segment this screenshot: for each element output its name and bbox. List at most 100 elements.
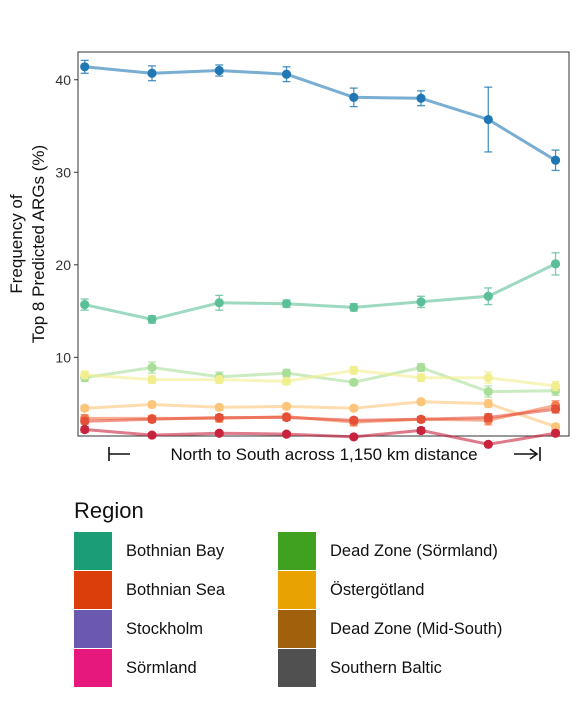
- series-line: [84, 368, 556, 388]
- data-point: [281, 376, 292, 387]
- data-point: [214, 428, 224, 438]
- legend-swatch: [278, 649, 316, 687]
- arrow-head: [529, 448, 539, 460]
- series-2: [80, 252, 561, 325]
- data-point: [147, 414, 157, 424]
- legend-label: Östergötland: [330, 580, 425, 599]
- data-point: [349, 92, 359, 102]
- data-point: [416, 373, 426, 383]
- x-axis-title: North to South across 1,150 km distance: [170, 445, 477, 464]
- y-axis: 10 20 30 40: [55, 72, 78, 365]
- legend-label: Southern Baltic: [330, 658, 442, 677]
- series-layer: [80, 59, 561, 449]
- data-point: [80, 300, 90, 310]
- data-point: [349, 415, 359, 425]
- data-point: [281, 412, 292, 423]
- data-point: [147, 68, 157, 78]
- series-line: [84, 407, 556, 423]
- data-point: [483, 399, 493, 409]
- legend-item-stockholm: Stockholm: [74, 610, 278, 648]
- legend-item-dead-zone-sormland: Dead Zone (Sörmland): [278, 532, 558, 570]
- data-point: [550, 428, 561, 438]
- data-point: [80, 403, 90, 413]
- series-7: [80, 404, 561, 426]
- data-point: [483, 373, 493, 383]
- series-4: [80, 365, 561, 392]
- data-point: [214, 374, 224, 385]
- data-point: [483, 412, 493, 423]
- series-line: [84, 400, 556, 429]
- data-point: [80, 62, 90, 72]
- data-point: [281, 429, 292, 439]
- legend-label: Bothnian Bay: [126, 541, 225, 560]
- data-point: [80, 416, 90, 426]
- legend-swatch: [74, 532, 112, 570]
- legend-swatch: [278, 532, 316, 570]
- legend-swatch: [278, 610, 316, 648]
- data-point: [416, 93, 426, 103]
- series-line: [84, 65, 557, 162]
- data-point: [147, 362, 157, 373]
- legend-label: Stockholm: [126, 619, 204, 638]
- data-point: [214, 298, 224, 308]
- legend-swatch: [74, 649, 112, 687]
- legend-item-ostergotland: Östergötland: [278, 571, 558, 609]
- legend-swatch: [278, 571, 316, 609]
- data-point: [80, 424, 90, 435]
- legend-grid: Bothnian Bay Dead Zone (Sörmland) Bothni…: [74, 532, 564, 687]
- data-point: [550, 404, 561, 414]
- data-point: [214, 412, 224, 423]
- y-axis-title-line1: Frequency of: [7, 194, 26, 293]
- y-axis-title-line2: Top 8 Predicted ARGs (%): [29, 145, 48, 343]
- data-point: [416, 397, 426, 407]
- data-point: [349, 377, 359, 387]
- data-point: [147, 314, 157, 325]
- data-point: [416, 297, 426, 307]
- series-line: [84, 262, 557, 321]
- legend-item-sormland: Sörmland: [74, 649, 278, 687]
- y-tick-label: 20: [55, 257, 71, 273]
- x-axis-arrow: North to South across 1,150 km distance: [108, 445, 541, 464]
- data-point: [416, 362, 426, 373]
- legend-swatch: [74, 571, 112, 609]
- y-tick-label: 30: [55, 164, 71, 180]
- series-8: [80, 424, 561, 449]
- legend-item-southern-baltic: Southern Baltic: [278, 649, 558, 687]
- line-chart: 10 20 30 40 Frequency of Top 8 Predicted AR…: [7, 51, 570, 464]
- legend-title: Region: [74, 498, 144, 523]
- y-tick-label: 10: [55, 349, 71, 365]
- data-point: [550, 381, 561, 391]
- data-point: [550, 155, 561, 165]
- series-1: [80, 59, 561, 172]
- legend-item-bothnian-sea: Bothnian Sea: [74, 571, 278, 609]
- legend: Region Bothnian Bay Dead Zone (Sörmland)…: [74, 498, 564, 687]
- legend-label: Sörmland: [126, 658, 197, 677]
- legend-label: Bothnian Sea: [126, 580, 226, 599]
- data-point: [416, 425, 426, 436]
- legend-item-dead-zone-mid-south: Dead Zone (Mid-South): [278, 610, 558, 648]
- legend-swatch: [74, 610, 112, 648]
- data-point: [281, 368, 292, 378]
- data-point: [281, 69, 292, 79]
- data-point: [281, 299, 292, 309]
- data-point: [147, 374, 157, 385]
- legend-item-bothnian-bay: Bothnian Bay: [74, 532, 278, 570]
- data-point: [483, 114, 493, 125]
- data-point: [147, 430, 157, 440]
- data-point: [349, 302, 359, 312]
- data-point: [550, 259, 561, 269]
- data-point: [349, 365, 359, 375]
- data-point: [80, 370, 90, 380]
- data-point: [483, 439, 493, 449]
- data-point: [147, 399, 157, 410]
- data-point: [483, 291, 493, 301]
- series-line: [84, 366, 556, 394]
- data-point: [214, 65, 224, 76]
- series-line: [84, 428, 556, 446]
- data-point: [416, 414, 426, 424]
- data-point: [281, 401, 292, 411]
- data-point: [214, 402, 224, 412]
- data-point: [550, 422, 561, 432]
- data-point: [349, 403, 359, 413]
- legend-label: Dead Zone (Sörmland): [330, 541, 498, 560]
